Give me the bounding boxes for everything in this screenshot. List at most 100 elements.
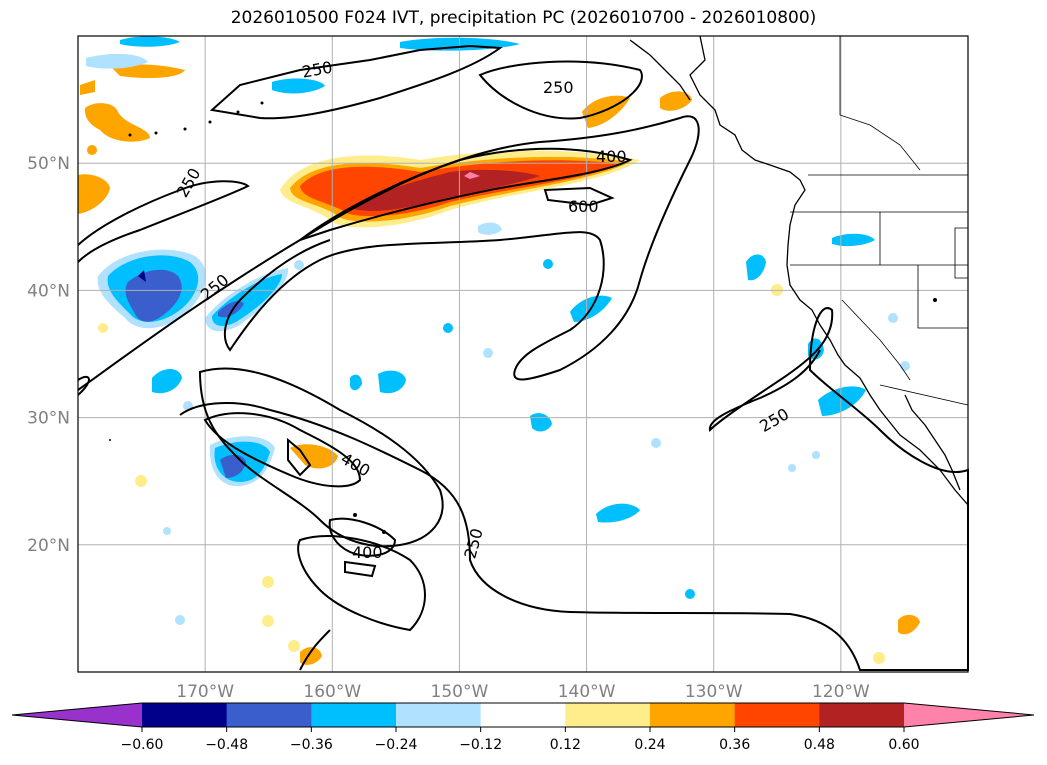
ivt-contour-400 xyxy=(299,147,633,241)
contour-label: 400 xyxy=(596,147,627,166)
precip-dot-positive xyxy=(262,615,274,627)
longitude-tick-label: 140°W xyxy=(558,682,616,702)
map-frame xyxy=(77,35,969,673)
latitude-tick-label: 30°N xyxy=(27,409,70,429)
ivt-contour-250 xyxy=(299,629,331,671)
map-gridlines xyxy=(78,36,968,672)
colorbar-segment xyxy=(565,703,651,727)
precip-dot-negative xyxy=(163,527,171,535)
precip-patch-negative xyxy=(272,78,325,94)
precip-dot-positive xyxy=(87,145,97,155)
precip-dot-negative xyxy=(483,348,493,358)
precip-patch-negative xyxy=(120,36,180,47)
island xyxy=(128,133,132,137)
colorbar-segment xyxy=(142,703,228,727)
precip-dot-negative xyxy=(888,313,898,323)
colorbar-segment xyxy=(819,703,905,727)
colorbar-extension-low xyxy=(12,703,142,727)
precip-dot-negative xyxy=(294,260,304,270)
precip-dot-positive xyxy=(98,323,108,333)
colorbar-tick-label: 0.24 xyxy=(634,737,665,753)
colorbar-tick-label: 0.36 xyxy=(719,737,750,753)
contour-label: 250 xyxy=(543,78,574,97)
ivt-contour-600 xyxy=(543,186,615,207)
longitude-tick-label: 120°W xyxy=(812,682,870,702)
colorbar-segment xyxy=(650,703,736,727)
precip-patch-positive xyxy=(660,91,692,111)
precip-patch-positive xyxy=(84,103,150,142)
state-border xyxy=(841,299,911,381)
precip-patch-negative xyxy=(218,301,244,318)
contour-label: 250 xyxy=(756,404,792,436)
ivt-contour-250 xyxy=(209,44,503,120)
precip-patch-negative xyxy=(138,270,146,282)
alaska-coastline xyxy=(629,39,691,101)
coastline xyxy=(629,35,969,506)
ivt-contour-400 xyxy=(328,517,397,557)
ivt-contour-250 xyxy=(77,375,90,396)
latitude-tick-label: 40°N xyxy=(27,281,70,301)
colorbar-tick-label: −0.60 xyxy=(121,737,164,753)
colorbar-tick-label: −0.48 xyxy=(205,737,248,753)
contour-label: 600 xyxy=(568,197,599,216)
precip-patch-negative xyxy=(530,413,552,432)
precip-dot-negative xyxy=(685,589,695,599)
ivt-contour-250 xyxy=(478,60,643,120)
map-title: 2026010500 F024 IVT, precipitation PC (2… xyxy=(230,8,817,28)
island xyxy=(183,127,187,131)
island xyxy=(236,110,240,114)
canada-inner-border xyxy=(839,36,921,171)
precip-patch-positive xyxy=(350,169,540,211)
precip-patch-negative xyxy=(152,369,182,394)
colorbar-tick-label: −0.12 xyxy=(459,737,502,753)
precip-patch-negative xyxy=(350,374,362,391)
longitude-tick-label: 150°W xyxy=(431,682,489,702)
precip-dot-positive xyxy=(873,652,885,664)
ivt-contour-250 xyxy=(77,180,250,263)
island xyxy=(109,439,111,441)
colorbar-segment xyxy=(311,703,397,727)
colorbar-segment xyxy=(396,703,482,727)
ivt-contour-250 xyxy=(297,535,426,632)
contour-label: 250 xyxy=(301,58,334,82)
colorbar-tick-label: 0.48 xyxy=(804,737,835,753)
latitude-tick-label: 20°N xyxy=(27,536,70,556)
colorbar-tick-label: −0.24 xyxy=(375,737,418,753)
contour-label: 400 xyxy=(352,543,383,562)
state-border xyxy=(917,265,968,329)
longitude-tick-label: 170°W xyxy=(176,682,234,702)
precip-dot-negative xyxy=(812,451,820,459)
colorbar: −0.60 −0.48 −0.36 −0.24 −0.12 0.12 0.24 0.36 0.4… xyxy=(11,702,1035,753)
precip-patch-negative xyxy=(478,222,502,235)
precip-dot-negative xyxy=(543,259,553,269)
ivt-contour-250 xyxy=(198,367,444,548)
precip-patch-negative xyxy=(832,233,875,247)
colorbar-tick-label: −0.36 xyxy=(290,737,333,753)
island xyxy=(208,120,212,124)
precip-dot-positive xyxy=(288,640,300,652)
precip-patch-negative xyxy=(400,37,520,51)
colorbar-segment xyxy=(734,703,820,727)
us-mexico-border xyxy=(879,384,969,406)
state-border xyxy=(954,227,969,279)
island xyxy=(154,131,158,135)
precip-dot-negative xyxy=(175,615,185,625)
island xyxy=(260,101,264,105)
precip-patch-positive xyxy=(80,80,95,95)
precip-dot-negative xyxy=(788,464,796,472)
colorbar-segment xyxy=(226,703,312,727)
precip-patch-negative xyxy=(378,370,406,394)
precip-patch-positive xyxy=(290,444,338,469)
island xyxy=(353,513,357,517)
latitude-labels: 50°N 40°N 30°N 20°N xyxy=(27,154,70,556)
contour-label: 250 xyxy=(173,165,205,201)
contour-label: 250 xyxy=(460,526,486,560)
island xyxy=(933,298,937,302)
precip-patch-negative xyxy=(86,53,148,69)
precip-dot-negative xyxy=(651,438,661,448)
ivt-contours xyxy=(77,44,969,671)
longitude-tick-label: 160°W xyxy=(303,682,361,702)
precip-patch-negative xyxy=(818,386,866,416)
colorbar-tick-label: 0.12 xyxy=(550,737,581,753)
